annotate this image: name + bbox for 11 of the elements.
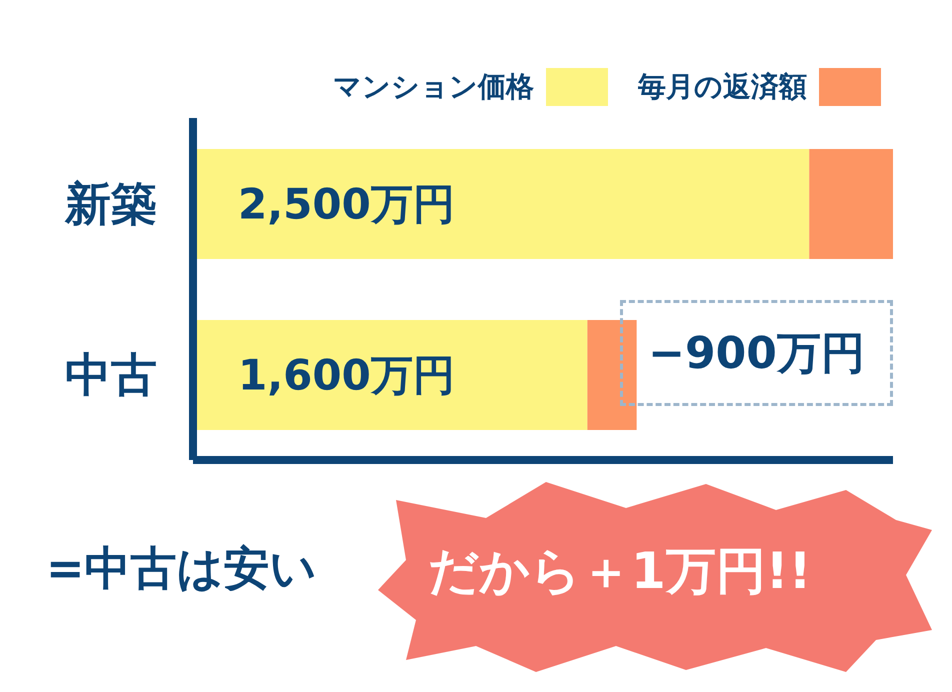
legend-label: 毎月の返済額 — [638, 69, 807, 105]
annotation: −900万円 — [620, 300, 893, 406]
bar — [587, 320, 637, 430]
bar — [809, 149, 893, 259]
text: だから＋1万円!! — [428, 541, 812, 602]
legend-label: マンション価格 — [333, 69, 534, 105]
data-label: 2,500万円 — [238, 180, 455, 228]
y-tick-label: 中古 — [65, 348, 157, 402]
y-tick-label: 新築 — [64, 176, 157, 230]
data-label: 1,600万円 — [238, 350, 455, 400]
text: =中古は安い — [46, 540, 317, 597]
